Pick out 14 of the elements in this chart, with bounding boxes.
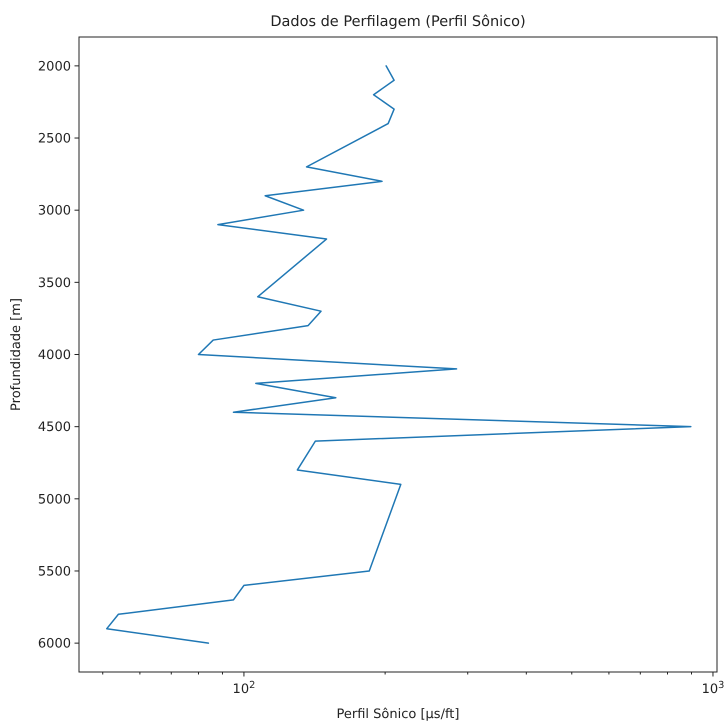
y-tick-label: 2000	[38, 59, 71, 74]
x-tick-label: 10$^{3}$	[702, 680, 724, 697]
y-axis-title: Profundidade [m]	[9, 298, 24, 411]
y-tick-label: 5500	[38, 564, 71, 580]
y-tick-label: 4500	[38, 420, 71, 436]
y-tick-label: 6000	[38, 636, 71, 652]
chart-title: Dados de Perfilagem (Perfil Sônico)	[270, 14, 526, 30]
x-tick-label: 10$^{2}$	[232, 680, 256, 697]
y-tick-label: 3000	[38, 204, 71, 219]
x-axis-title: Perfil Sônico [µs/ft]	[336, 707, 460, 722]
y-tick-label: 2500	[38, 132, 71, 147]
y-tick-label: 4000	[38, 348, 71, 363]
y-tick-label: 3500	[38, 276, 71, 291]
y-tick-label: 5000	[38, 492, 71, 508]
